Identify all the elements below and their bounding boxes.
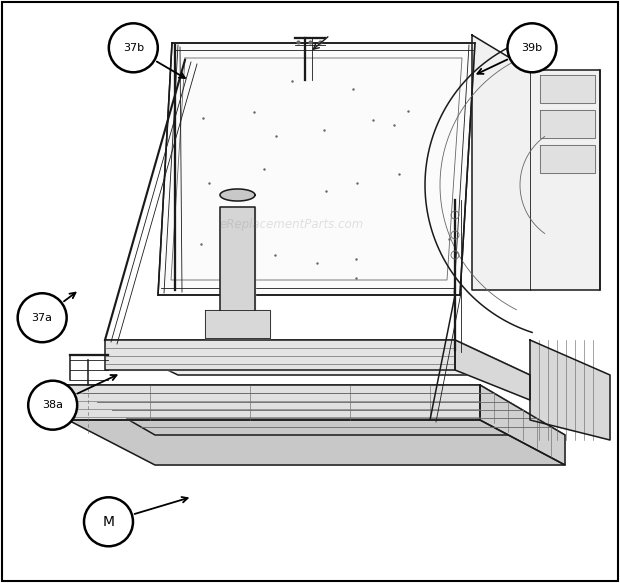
Text: eReplacementParts.com: eReplacementParts.com — [219, 218, 363, 231]
Polygon shape — [68, 385, 480, 420]
Polygon shape — [472, 35, 600, 290]
Polygon shape — [68, 385, 565, 435]
Text: 39b: 39b — [521, 43, 542, 53]
Polygon shape — [530, 340, 610, 440]
Circle shape — [109, 23, 157, 72]
Polygon shape — [480, 385, 565, 465]
Polygon shape — [105, 340, 530, 375]
Polygon shape — [540, 75, 595, 103]
Text: 37b: 37b — [123, 43, 144, 53]
Circle shape — [84, 497, 133, 546]
Polygon shape — [220, 189, 255, 201]
Polygon shape — [455, 340, 530, 400]
Polygon shape — [68, 420, 565, 465]
Circle shape — [508, 23, 556, 72]
Polygon shape — [205, 310, 270, 338]
Text: 37a: 37a — [32, 312, 53, 323]
Polygon shape — [158, 43, 475, 295]
Polygon shape — [105, 340, 455, 370]
Circle shape — [18, 293, 66, 342]
Circle shape — [29, 381, 77, 430]
Text: 38a: 38a — [42, 400, 63, 410]
Polygon shape — [220, 207, 255, 310]
Text: M: M — [102, 515, 115, 529]
Polygon shape — [540, 110, 595, 138]
Polygon shape — [540, 145, 595, 173]
